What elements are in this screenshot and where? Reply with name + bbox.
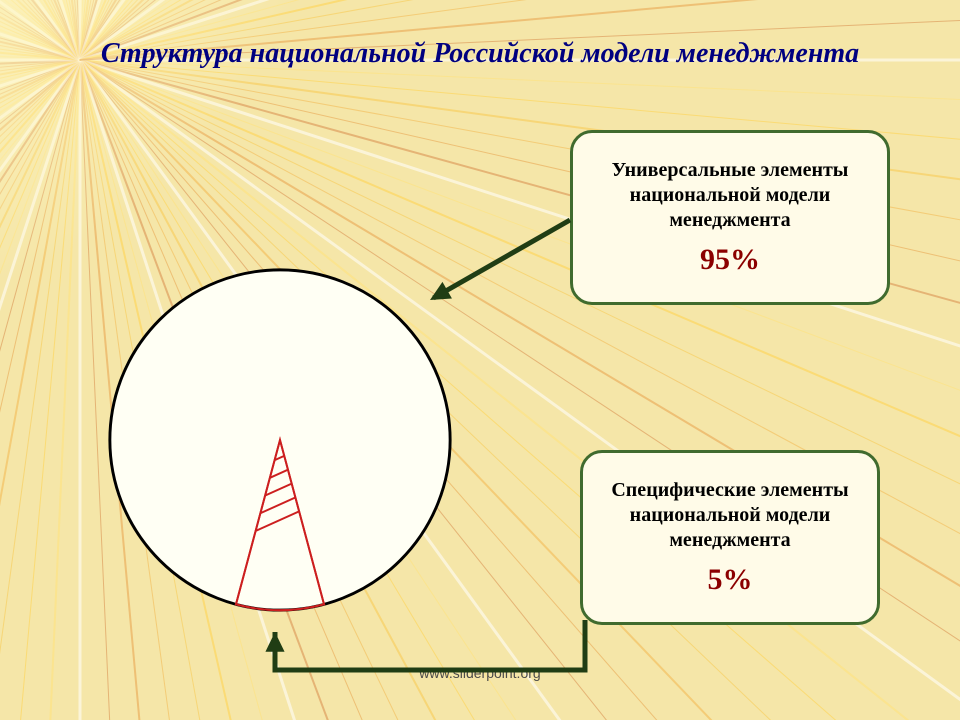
callout-universal-label: Универсальные элементы национальной моде… bbox=[591, 158, 869, 233]
callout-specific: Специфические элементы национальной моде… bbox=[580, 450, 880, 625]
slide-title: Структура национальной Российской модели… bbox=[0, 37, 960, 71]
slide: Структура национальной Российской модели… bbox=[0, 0, 960, 720]
callout-universal-percent: 95% bbox=[700, 243, 760, 277]
pie-chart bbox=[105, 265, 455, 620]
callout-universal: Универсальные элементы национальной моде… bbox=[570, 130, 890, 305]
footer-url: www.sliderpoint.org bbox=[0, 665, 960, 681]
callout-specific-label: Специфические элементы национальной моде… bbox=[601, 478, 859, 553]
callout-specific-percent: 5% bbox=[708, 563, 753, 597]
